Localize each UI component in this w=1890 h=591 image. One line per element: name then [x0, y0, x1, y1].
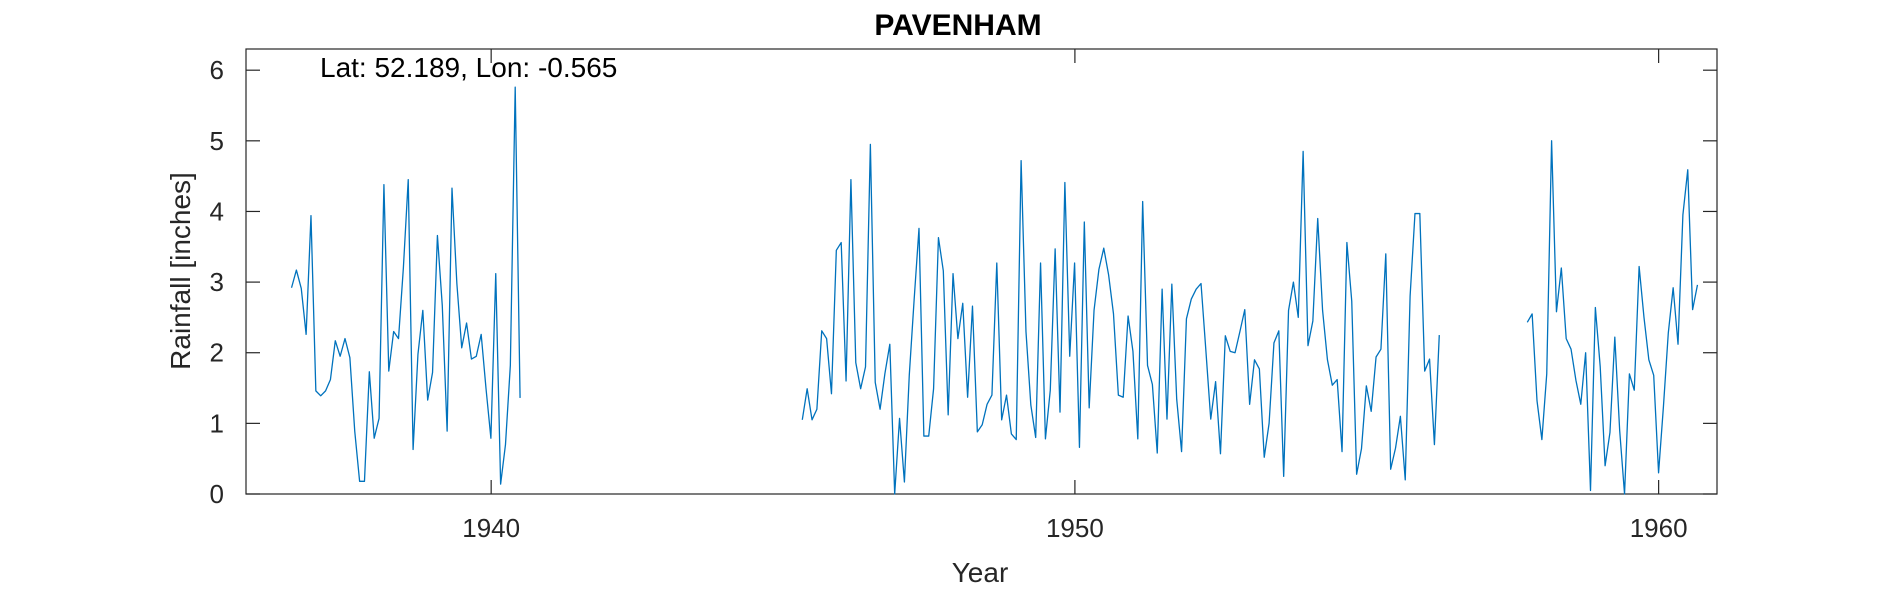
rainfall-series-segment — [290, 86, 521, 485]
plot-box — [245, 48, 1718, 495]
chart-title: PAVENHAM — [874, 9, 1041, 42]
y-tick-label: 5 — [210, 126, 224, 156]
location-annotation: Lat: 52.189, Lon: -0.565 — [320, 52, 617, 83]
x-axis-ticks: 1940 1950 1960 — [462, 49, 1688, 543]
plot-area: 1940 1950 1960 0 1 2 3 4 5 6 — [210, 48, 1718, 543]
rainfall-series-segment — [1526, 140, 1699, 495]
x-tick-label: 1940 — [462, 513, 520, 543]
series-group — [290, 86, 1699, 495]
x-tick-label: 1960 — [1630, 513, 1688, 543]
y-axis-ticks: 0 1 2 3 4 5 6 — [210, 55, 1717, 509]
y-axis-label: Rainfall [inches] — [165, 172, 196, 370]
y-tick-label: 4 — [210, 196, 224, 226]
y-tick-label: 2 — [210, 338, 224, 368]
y-tick-label: 1 — [210, 408, 224, 438]
rainfall-series-segment — [801, 143, 1440, 495]
y-tick-label: 6 — [210, 55, 224, 85]
y-tick-label: 0 — [210, 479, 224, 509]
x-tick-label: 1950 — [1046, 513, 1104, 543]
x-axis-label: Year — [952, 557, 1009, 588]
y-tick-label: 3 — [210, 267, 224, 297]
